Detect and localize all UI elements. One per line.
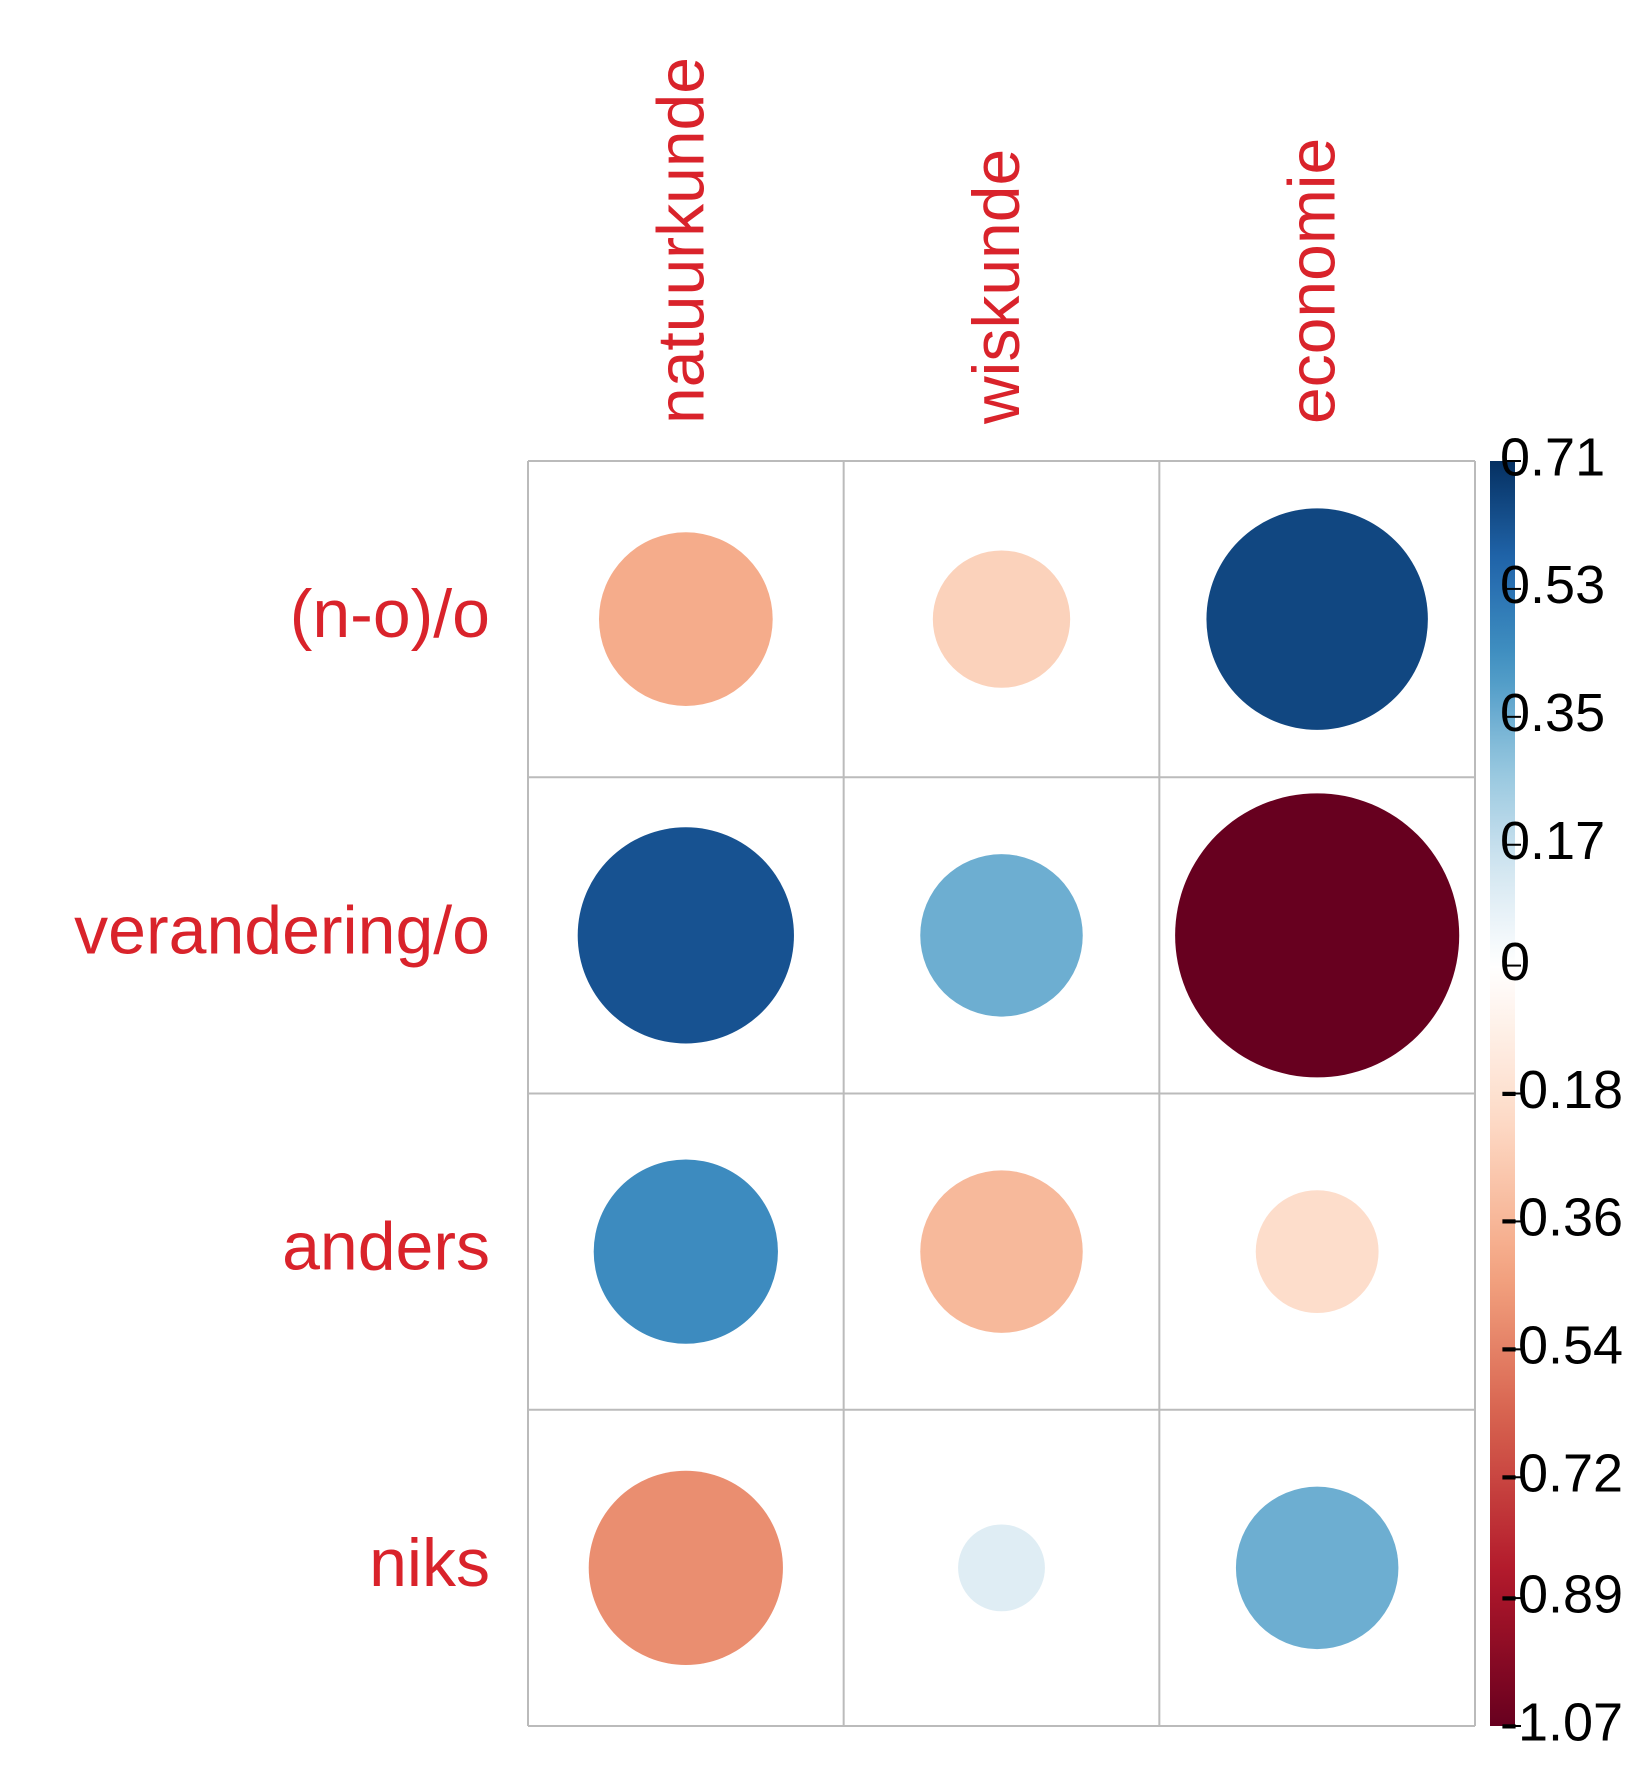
row-label: (n-o)/o xyxy=(290,576,490,652)
correlation-circle xyxy=(588,1470,783,1665)
colorbar-tick-label: -0.54 xyxy=(1500,1316,1623,1376)
correlation-circle xyxy=(598,532,773,706)
column-label: economie xyxy=(1275,138,1349,424)
colorbar-tick-label: 0.71 xyxy=(1500,427,1605,487)
correlation-circle xyxy=(1235,1486,1399,1650)
colorbar-tick-label: 0 xyxy=(1500,932,1530,992)
correlation-circle xyxy=(593,1159,778,1344)
colorbar-tick-label: -0.36 xyxy=(1500,1188,1623,1248)
colorbar-tick-label: 0.53 xyxy=(1500,555,1605,615)
column-label: wiskunde xyxy=(959,149,1033,425)
colorbar-tick-label: 0.35 xyxy=(1500,683,1605,743)
colorbar-tick-label: -0.89 xyxy=(1500,1564,1623,1624)
colorbar-tick-label: -1.07 xyxy=(1500,1692,1623,1752)
colorbar-tick-label: -0.72 xyxy=(1500,1444,1623,1504)
correlation-circle xyxy=(920,1170,1083,1333)
correlation-circle xyxy=(1175,793,1460,1078)
row-label: anders xyxy=(282,1209,490,1285)
correlation-circle xyxy=(1206,508,1428,730)
correlation-circle xyxy=(577,827,794,1044)
colorbar-tick-label: 0.17 xyxy=(1500,811,1605,871)
correlation-circle xyxy=(958,1524,1045,1612)
row-label: niks xyxy=(369,1525,490,1601)
column-label: natuurkunde xyxy=(643,57,717,424)
correlation-circle xyxy=(932,550,1071,688)
row-label: verandering/o xyxy=(74,892,490,968)
correlation-circle xyxy=(920,854,1083,1017)
correlation-circle xyxy=(1255,1190,1379,1314)
colorbar-tick-label: -0.18 xyxy=(1500,1060,1623,1120)
